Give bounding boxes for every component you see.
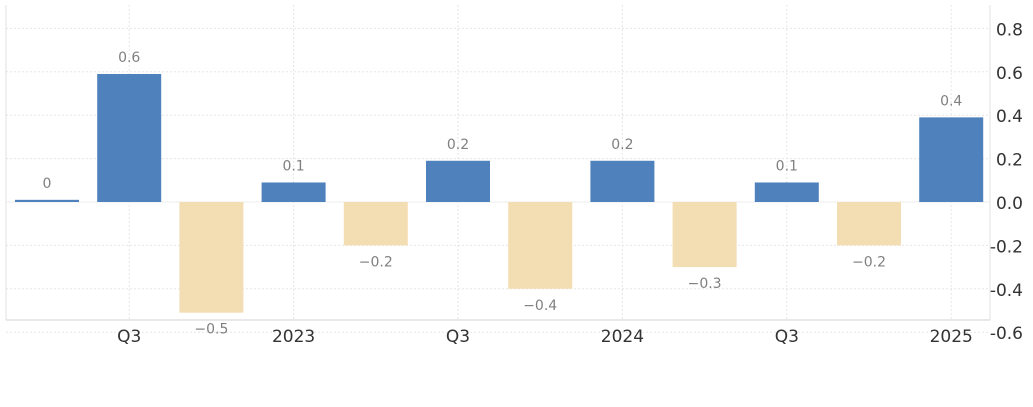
data-label: −0.3 [688,276,722,292]
x-tick-label: 2024 [601,327,644,347]
data-label: 0.2 [447,137,469,153]
bar [179,202,244,313]
bar [97,73,162,202]
y-tick-label: -0.6 [990,324,1023,344]
data-label: 0.2 [611,137,633,153]
data-label: −0.5 [194,322,228,338]
y-tick-label: 0.4 [996,107,1023,127]
data-label: 0.6 [118,50,140,66]
y-tick-label: 0.6 [996,64,1023,84]
x-tick-label: Q3 [117,327,141,347]
bar [919,117,984,202]
y-tick-label: -0.2 [990,237,1023,257]
bar [343,202,408,246]
bar [15,199,79,202]
bar [590,160,655,202]
y-tick-label: 0.2 [996,151,1023,171]
x-tick-label: Q3 [775,327,799,347]
data-label: 0.4 [940,93,962,109]
data-label: 0.1 [776,158,798,174]
bar [754,182,819,202]
bar [837,202,901,246]
bar [426,160,490,202]
x-tick-label: 2025 [930,327,973,347]
data-label: −0.4 [523,298,557,314]
x-tick-label: Q3 [446,327,470,347]
y-tick-label: 0.8 [996,20,1023,40]
y-tick-label: -0.4 [990,281,1023,301]
bar [672,202,737,268]
data-label: −0.2 [359,254,393,270]
bar [508,202,573,289]
data-label: 0.1 [282,158,304,174]
data-label: −0.2 [852,254,886,270]
data-label: 0 [43,176,52,192]
y-tick-label: 0.0 [996,194,1023,214]
x-tick-label: 2023 [272,327,315,347]
bar [261,182,326,202]
